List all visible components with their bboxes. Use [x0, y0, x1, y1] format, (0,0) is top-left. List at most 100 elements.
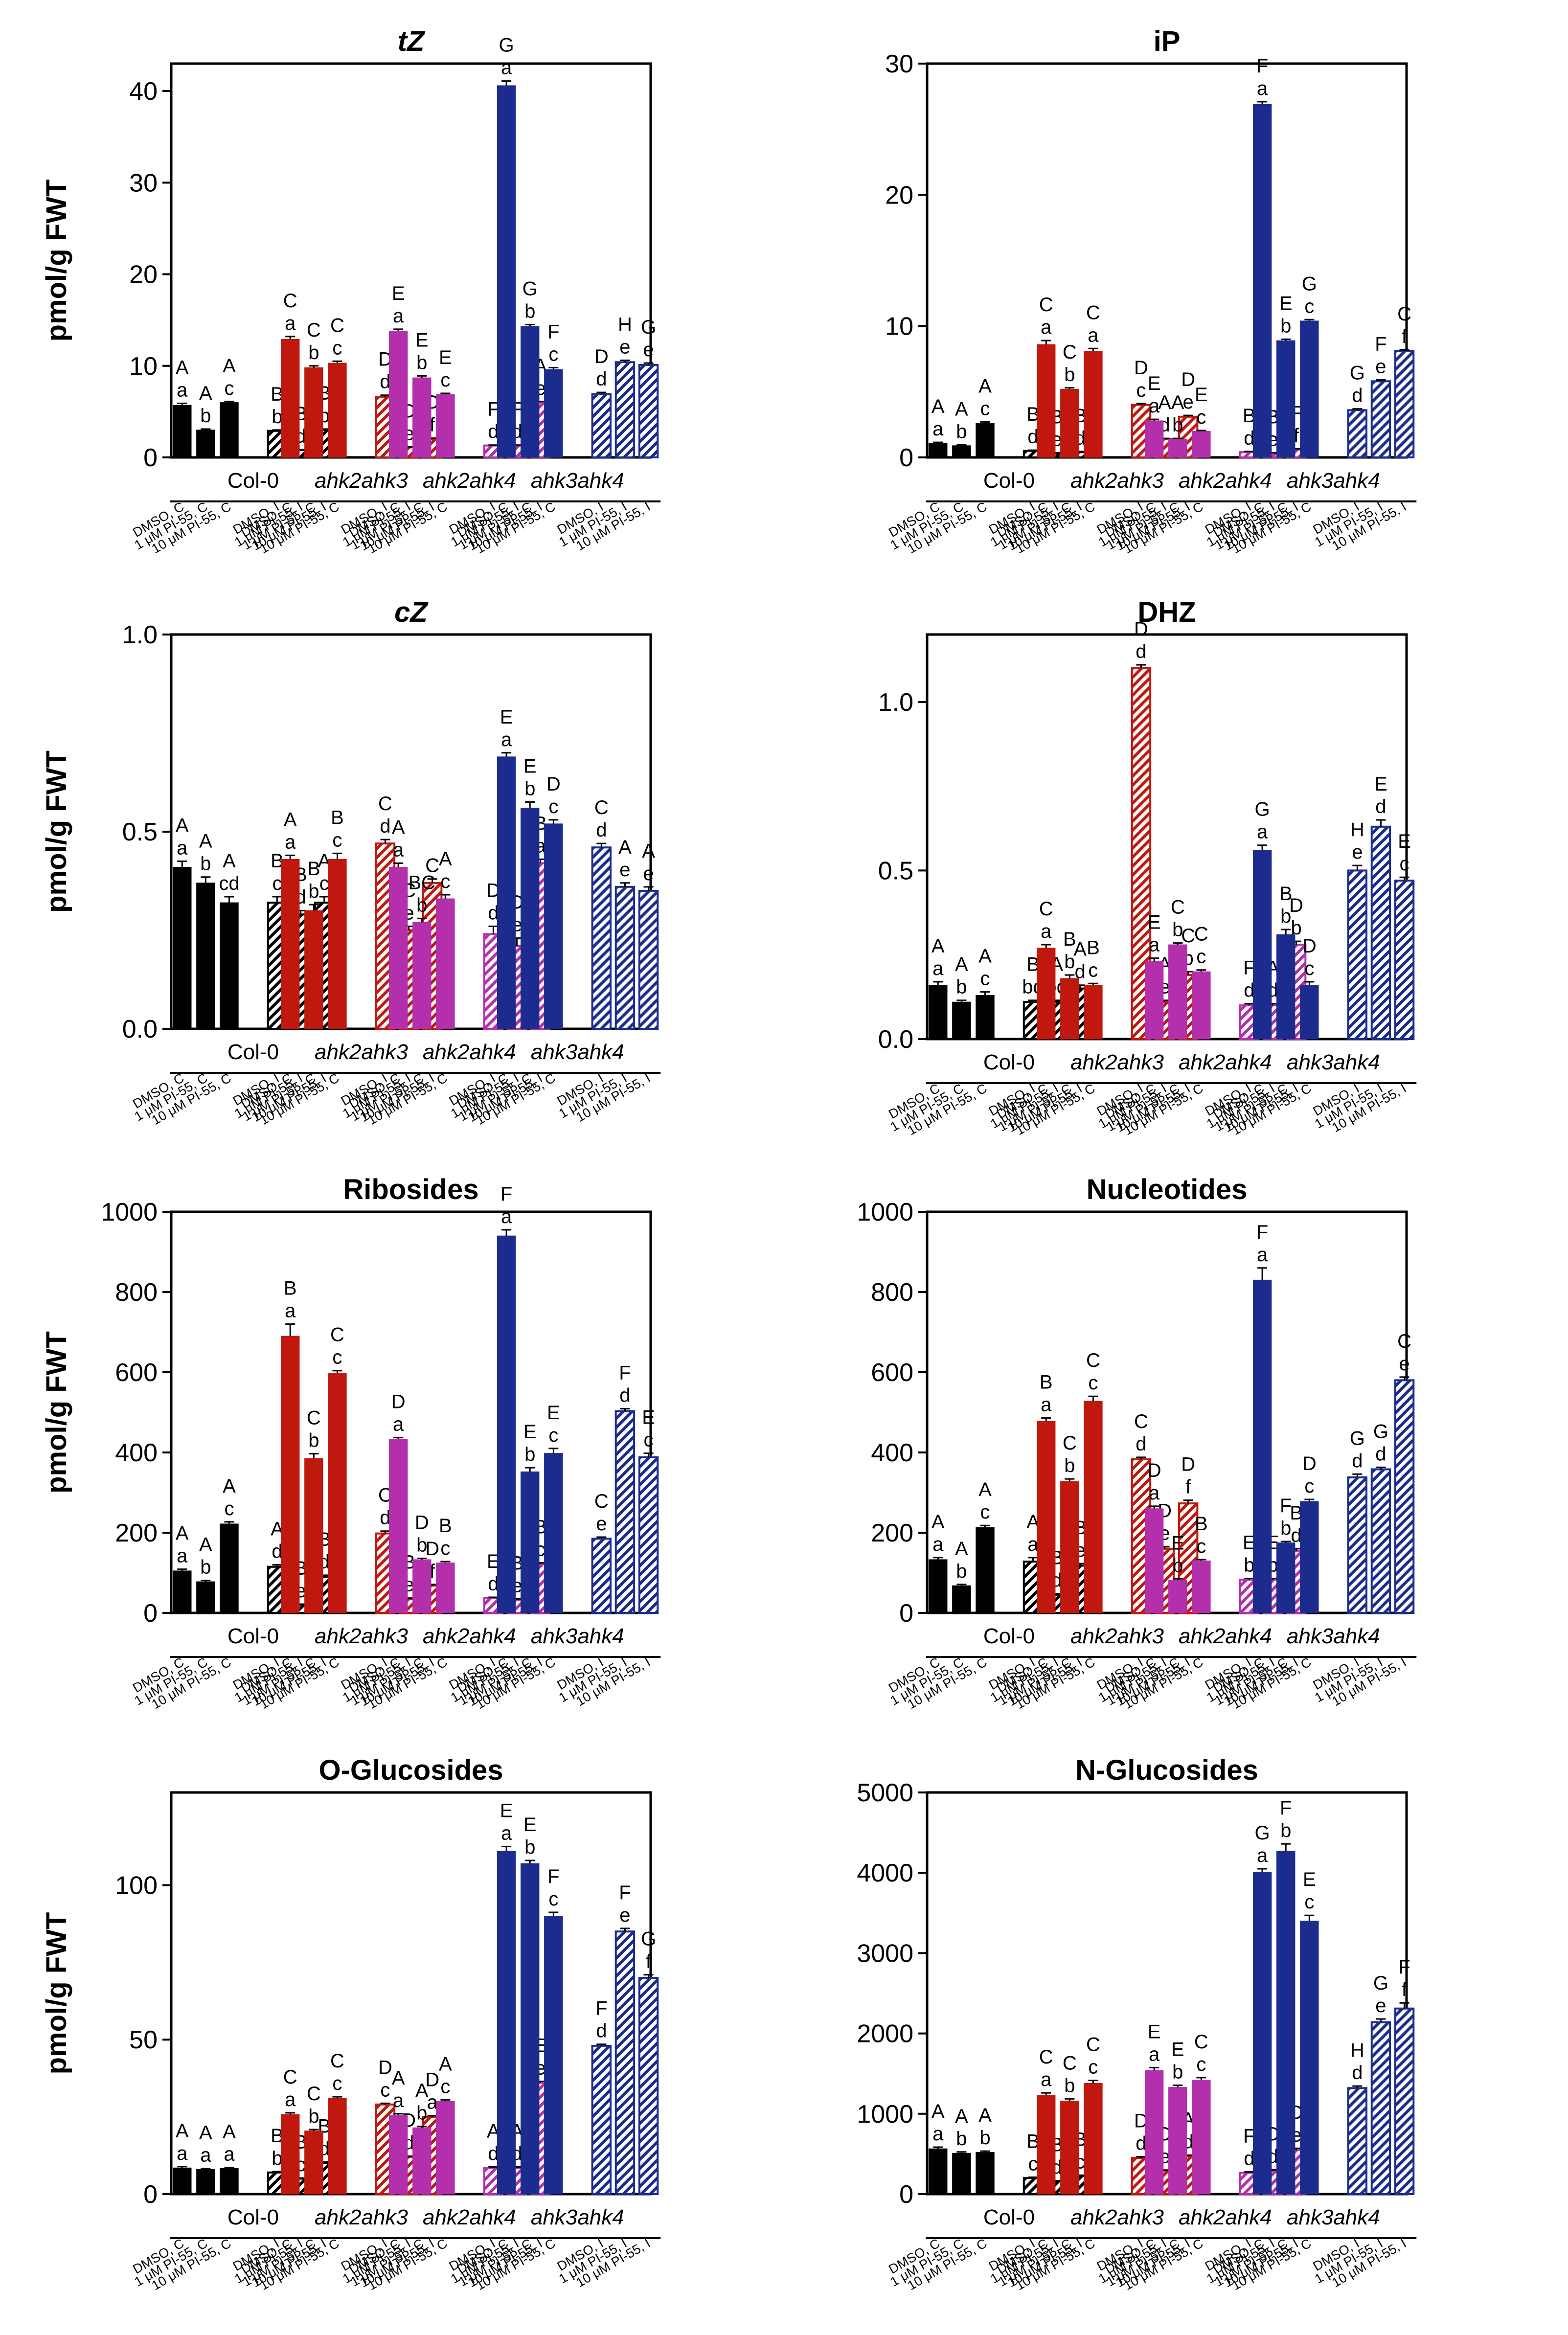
- significance-letter-upper: B: [1087, 937, 1100, 958]
- significance-letter-lower: d: [1375, 1443, 1386, 1465]
- bar-col0-3: [976, 2152, 995, 2195]
- significance-letter-lower: a: [1041, 921, 1052, 942]
- y-tick-label: 0.5: [878, 857, 913, 885]
- genotype-label: ahk2ahk3: [1070, 2205, 1164, 2229]
- significance-letter-lower: d: [380, 816, 390, 837]
- significance-letter-upper: C: [283, 290, 297, 312]
- bar-ahk2ahk3-1: [281, 2114, 300, 2195]
- significance-letter-upper: A: [223, 1475, 236, 1497]
- significance-letter-lower: d: [596, 819, 607, 841]
- significance-letter-lower: a: [501, 729, 512, 750]
- significance-letter-lower: c: [548, 1425, 558, 1446]
- significance-letter-lower: b: [1280, 1518, 1291, 1539]
- significance-letter-upper: B: [1040, 1371, 1053, 1393]
- significance-letter-upper: C: [1039, 294, 1053, 316]
- significance-letter-upper: G: [1255, 799, 1270, 820]
- y-tick-label: 3000: [857, 1939, 913, 1968]
- y-tick-label: 50: [129, 2026, 158, 2054]
- y-axis-label: pmol/g FWT: [41, 180, 72, 342]
- significance-letter-lower: a: [1041, 2069, 1052, 2090]
- significance-letter-lower: b: [956, 1561, 967, 1582]
- significance-letter-upper: C: [1039, 898, 1053, 920]
- genotype-label: Col-0: [983, 2205, 1035, 2229]
- bar-col0-3: [976, 423, 995, 458]
- bar-ahk3ahk4-6: [1394, 1379, 1415, 1614]
- bar-ahk2ahk4-1: [388, 331, 408, 458]
- genotype-label: Col-0: [983, 1624, 1035, 1648]
- significance-letter-lower: a: [1041, 1394, 1052, 1415]
- bar-ahk3ahk4-6: [638, 889, 659, 1030]
- bar-ahk3ahk4-5: [1370, 825, 1391, 1040]
- significance-letter-upper: C: [330, 315, 344, 336]
- significance-letter-lower: b: [1280, 316, 1291, 337]
- genotype-label: ahk3ahk4: [531, 2205, 624, 2229]
- significance-letter-lower: b: [416, 2103, 427, 2124]
- significance-letter-lower: e: [643, 339, 654, 361]
- significance-letter-upper: E: [1195, 384, 1208, 406]
- significance-letter-upper: E: [523, 756, 537, 777]
- bar-ahk2ahk4-3: [1192, 971, 1211, 1040]
- significance-letter-lower: c: [1196, 407, 1206, 428]
- significance-letter-lower: c: [548, 344, 558, 365]
- y-tick-label: 100: [115, 1871, 158, 1900]
- significance-letter-upper: C: [307, 319, 321, 341]
- significance-letter-lower: c: [1088, 959, 1098, 981]
- y-tick-label: 400: [115, 1439, 158, 1467]
- significance-letter-upper: G: [641, 1928, 656, 1950]
- significance-letter-lower: e: [619, 859, 630, 881]
- significance-letter-lower: d: [1136, 2133, 1146, 2154]
- significance-letter-upper: G: [1373, 1421, 1388, 1442]
- y-tick-label: 0.0: [878, 1025, 913, 1054]
- significance-letter-upper: E: [1171, 1532, 1184, 1554]
- bar-ahk3ahk4-6: [638, 1456, 659, 1614]
- significance-letter-lower: a: [932, 1534, 944, 1555]
- genotype-label: ahk2ahk3: [315, 1624, 408, 1648]
- bar-ahk2ahk3-1: [281, 339, 300, 458]
- y-tick-label: 200: [115, 1519, 158, 1547]
- significance-letter-lower: b: [200, 853, 211, 875]
- significance-letter-lower: d: [488, 902, 499, 924]
- significance-letter-upper: E: [1279, 293, 1293, 315]
- significance-letter-upper: A: [955, 399, 968, 420]
- significance-letter-upper: C: [307, 2083, 321, 2105]
- bar-ahk2ahk4-3: [1192, 2080, 1211, 2195]
- y-tick-label: 1000: [101, 1198, 158, 1226]
- significance-letter-upper: D: [1302, 1453, 1317, 1474]
- bar-col0-3: [976, 1527, 995, 1613]
- significance-letter-upper: E: [415, 329, 429, 351]
- bar-ahk2ahk3-2: [1060, 388, 1079, 458]
- y-tick-label: 10: [885, 313, 913, 341]
- bar-ahk2ahk3-3: [328, 2098, 347, 2195]
- bar-ahk3ahk4-4: [1347, 409, 1368, 459]
- bar-ahk2ahk3-2: [1060, 978, 1079, 1040]
- significance-letter-lower: e: [619, 1904, 630, 1926]
- bar-ahk3ahk4-6: [638, 363, 659, 458]
- significance-letter-upper: G: [523, 278, 538, 300]
- significance-letter-upper: A: [955, 1538, 968, 1560]
- significance-letter-upper: B: [307, 858, 320, 880]
- significance-letter-upper: B: [284, 1278, 297, 1299]
- significance-letter-upper: F: [1256, 1222, 1268, 1243]
- bar-ahk2ahk3-1: [1037, 344, 1056, 458]
- significance-letter-lower: d: [488, 1573, 499, 1595]
- significance-letter-lower: b: [1244, 1554, 1254, 1576]
- significance-letter-upper: A: [199, 1534, 212, 1556]
- bar-ahk2ahk4-2: [1168, 438, 1187, 458]
- genotype-label: Col-0: [983, 469, 1035, 493]
- significance-letter-upper: A: [932, 1511, 945, 1533]
- bar-ahk3ahk4-1: [497, 1235, 516, 1613]
- y-axis-label: pmol/g FWT: [41, 1331, 72, 1494]
- significance-letter-upper: E: [439, 347, 452, 368]
- significance-letter-lower: c: [980, 968, 990, 990]
- significance-letter-upper: E: [500, 706, 513, 728]
- significance-letter-lower: a: [177, 837, 188, 859]
- significance-letter-lower: c: [644, 1429, 654, 1451]
- significance-letter-lower: b: [200, 1557, 211, 1578]
- significance-letter-lower: c: [1400, 853, 1409, 875]
- significance-letter-upper: E: [1171, 2039, 1184, 2061]
- bar-col0-1: [173, 405, 192, 458]
- bar-ahk3ahk4-5: [1370, 2021, 1391, 2195]
- significance-letter-upper: E: [523, 1421, 537, 1443]
- significance-letter-upper: E: [392, 283, 405, 304]
- significance-letter-lower: d: [1136, 1433, 1146, 1455]
